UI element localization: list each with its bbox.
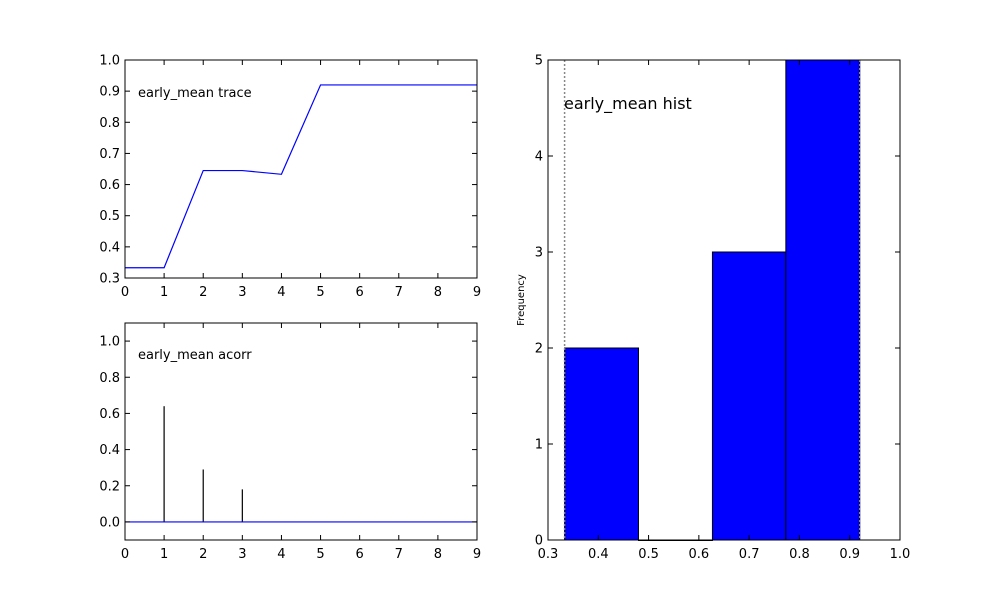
trace-ytick-label: 0.5 [99,209,120,224]
trace-ytick-label: 0.6 [99,178,120,193]
acorr-xtick-label: 6 [356,547,364,562]
trace-panel: 0 1 2 3 4 5 6 7 8 9 0.3 0.4 0.5 0.6 0.7 0.8 0.9 1.0 early… [99,54,481,301]
acorr-ytick-label: 0.4 [99,443,120,458]
trace-ytick-label: 0.4 [99,240,120,255]
hist-bar [564,347,640,541]
trace-xtick-label: 2 [199,285,207,300]
hist-ylabel: Frequency [516,274,527,326]
hist-ytick-label: 3 [535,246,543,261]
trace-xtick-label: 6 [356,285,364,300]
trace-ytick-label: 0.8 [99,116,120,131]
acorr-xtick-label: 9 [473,547,481,562]
acorr-plot-area [125,323,477,540]
trace-xtick-label: 1 [160,285,168,300]
trace-plot-area [125,60,477,278]
acorr-ytick-label: 1.0 [99,335,120,350]
hist-ytick-label: 1 [535,438,543,453]
hist-axes-frame [547,59,901,541]
trace-axes-frame [124,59,478,279]
hist-xtick-label: 0.7 [739,547,760,562]
trace-xtick-label: 5 [316,285,324,300]
hist-bar [785,59,861,541]
trace-ytick-label: 0.9 [99,85,120,100]
trace-xtick-label: 8 [434,285,442,300]
hist-xtick-label: 0.8 [789,547,810,562]
hist-xtick-label: 0.6 [689,547,710,562]
hist-panel: 0.3 0.4 0.5 0.6 0.7 0.8 0.9 1.0 0 1 2 3 4 5 early_mea… [516,54,910,563]
trace-xtick-label: 0 [121,285,129,300]
hist-xtick-label: 1.0 [890,547,911,562]
acorr-xtick-label: 4 [277,547,285,562]
trace-ytick-label: 0.7 [99,147,120,162]
acorr-ytick-label: 0.0 [99,515,120,530]
acorr-xtick-label: 7 [395,547,403,562]
trace-xtick-label: 9 [473,285,481,300]
acorr-panel: 0 1 2 3 4 5 6 7 8 9 0.0 0.2 0.4 0.6 0.8 1.0 early_mean … [99,322,481,562]
hist-ytick-label: 0 [535,534,543,549]
acorr-xtick-label: 2 [199,547,207,562]
hist-xtick-label: 0.4 [588,547,609,562]
hist-ytick-label: 4 [535,150,543,165]
hist-bar [711,251,787,541]
acorr-xtick-label: 5 [316,547,324,562]
acorr-xtick-label: 1 [160,547,168,562]
trace-xtick-label: 7 [395,285,403,300]
hist-xtick-label: 0.5 [638,547,659,562]
trace-series-line [125,84,477,269]
trace-ytick-label: 0.3 [99,272,120,287]
acorr-xtick-label: 0 [121,547,129,562]
acorr-xtick-label: 8 [434,547,442,562]
trace-xtick-label: 3 [238,285,246,300]
acorr-ytick-label: 0.8 [99,371,120,386]
hist-ytick-label: 2 [535,342,543,357]
acorr-xtick-label: 3 [238,547,246,562]
acorr-ytick-label: 0.2 [99,479,120,494]
acorr-axes-frame [124,322,478,541]
acorr-label: early_mean acorr [138,348,252,363]
hist-label: early_mean hist [564,94,692,114]
trace-label: early_mean trace [138,86,252,101]
hist-xtick-label: 0.3 [538,547,559,562]
hist-ytick-label: 5 [535,54,543,69]
hist-xtick-label: 0.9 [839,547,860,562]
trace-ytick-label: 1.0 [99,54,120,69]
acorr-ytick-label: 0.6 [99,407,120,422]
trace-xtick-label: 4 [277,285,285,300]
